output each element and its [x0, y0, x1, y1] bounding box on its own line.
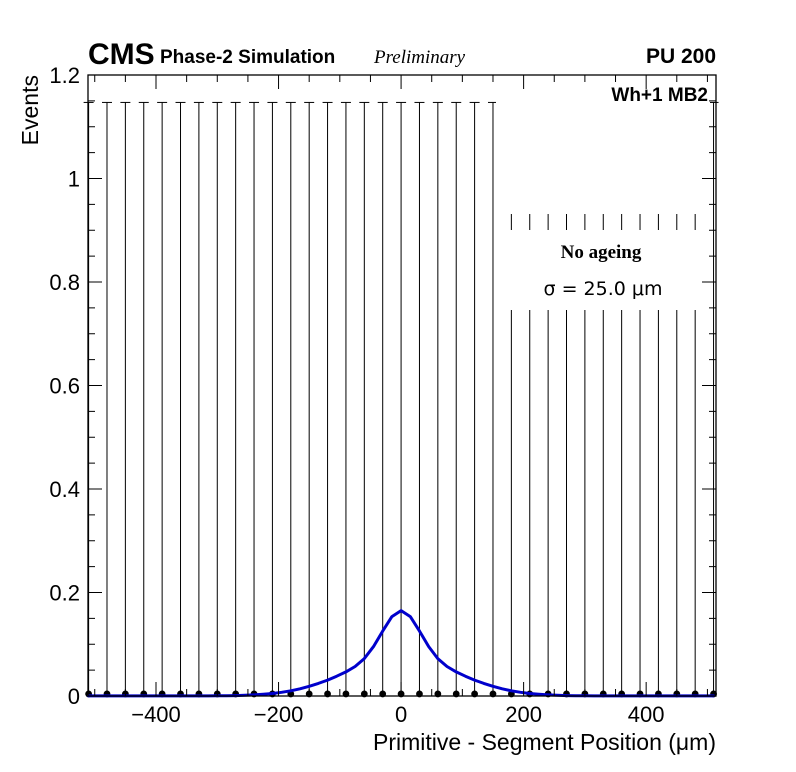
x-tick-label: −400 [131, 702, 181, 727]
pileup-label: PU 200 [646, 45, 716, 68]
phase2-simulation-label: Phase-2 Simulation [160, 47, 335, 68]
cms-logo-text: CMS [88, 38, 155, 71]
station-label: Wh+1 MB2 [611, 85, 708, 106]
legend-pave-box [498, 230, 708, 310]
x-tick-label: 400 [628, 702, 665, 727]
y-tick-label: 1 [68, 167, 80, 192]
legend-header: No ageing [561, 242, 642, 263]
y-tick-label: 0.8 [49, 270, 80, 295]
preliminary-label: Preliminary [373, 47, 466, 68]
axes-layer: −400 −200 0 200 400 0 0.2 0.4 0.6 0.8 1 1.2 [49, 63, 716, 727]
x-tick-label: −200 [254, 702, 304, 727]
y-tick-label: 0.4 [49, 477, 80, 502]
y-axis-title: Events [17, 75, 43, 145]
x-axis-title: Primitive - Segment Position (μm) [373, 729, 716, 755]
y-tick-label: 1.2 [49, 63, 80, 88]
plot-frame [87, 74, 717, 697]
y-tick-label: 0 [68, 684, 80, 709]
x-tick-label: 0 [395, 702, 407, 727]
x-tick-label: 200 [505, 702, 542, 727]
station-pave-box [496, 82, 710, 214]
legend-sigma-entry: σ = 25.0 μm [544, 278, 663, 300]
error-bars-layer [83, 101, 719, 698]
y-tick-label: 0.6 [49, 374, 80, 399]
y-tick-label: 0.2 [49, 581, 80, 606]
